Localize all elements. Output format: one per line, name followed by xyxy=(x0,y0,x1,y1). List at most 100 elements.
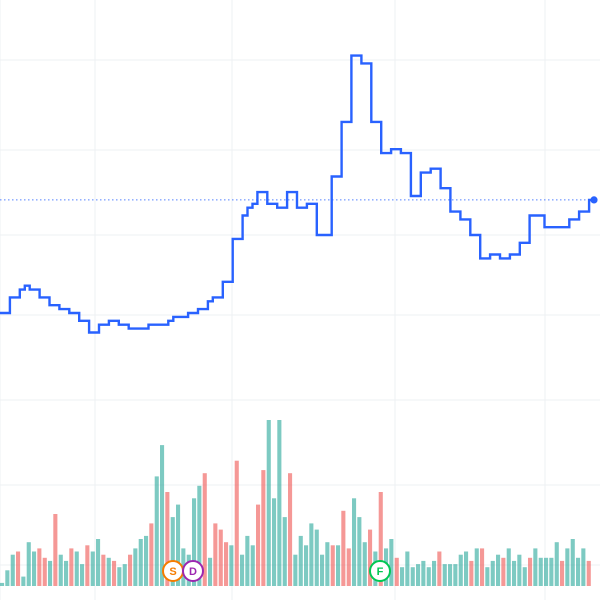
volume-bar xyxy=(224,542,229,586)
volume-bar xyxy=(549,557,554,586)
volume-bar xyxy=(218,529,223,586)
volume-bar xyxy=(421,560,426,586)
volume-bar xyxy=(245,535,250,586)
volume-bar xyxy=(10,554,15,586)
volume-layer xyxy=(0,420,591,586)
volume-bar xyxy=(21,576,26,586)
volume-bar xyxy=(357,517,362,586)
volume-bar xyxy=(58,554,63,586)
volume-bar xyxy=(528,557,533,586)
event-marker-label: F xyxy=(377,566,384,578)
volume-bar xyxy=(37,548,42,586)
volume-bar xyxy=(69,548,74,586)
volume-bar xyxy=(250,545,255,586)
event-marker-d: D xyxy=(182,560,204,582)
volume-bar xyxy=(192,498,197,586)
event-marker-s: S xyxy=(162,560,184,582)
volume-bar xyxy=(581,548,586,586)
volume-bar xyxy=(442,564,447,586)
volume-bar xyxy=(197,485,202,586)
volume-bar xyxy=(80,564,85,586)
volume-bar xyxy=(586,560,591,586)
volume-bar xyxy=(554,542,559,586)
volume-bar xyxy=(293,554,298,586)
volume-bar xyxy=(298,535,303,586)
volume-bar xyxy=(405,551,410,586)
volume-bar xyxy=(144,535,149,586)
volume-bar xyxy=(240,554,245,586)
volume-bar xyxy=(277,420,282,586)
volume-bar xyxy=(138,539,143,586)
volume-bar xyxy=(560,560,565,586)
volume-bar xyxy=(266,420,271,586)
volume-bar xyxy=(330,545,335,586)
volume-bar xyxy=(544,557,549,586)
volume-bar xyxy=(576,557,581,586)
volume-bar xyxy=(282,517,287,586)
volume-bar xyxy=(160,445,165,586)
volume-bar xyxy=(501,557,506,586)
volume-bar xyxy=(352,498,357,586)
volume-bar xyxy=(362,542,367,586)
volume-bar xyxy=(261,470,266,586)
volume-bar xyxy=(464,551,469,586)
volume-bar xyxy=(0,582,5,586)
volume-bar xyxy=(304,545,309,586)
last-price-dot xyxy=(590,196,598,204)
volume-bar xyxy=(448,564,453,586)
volume-bar xyxy=(208,557,213,586)
volume-bar xyxy=(64,560,69,586)
volume-bar xyxy=(90,551,95,586)
volume-bar xyxy=(128,554,133,586)
volume-bar xyxy=(512,560,517,586)
volume-bar xyxy=(272,498,277,586)
event-marker-label: D xyxy=(189,566,197,578)
volume-bar xyxy=(538,557,543,586)
volume-bar xyxy=(426,567,431,586)
volume-bar xyxy=(378,492,383,586)
volume-bar xyxy=(149,523,154,586)
volume-bar xyxy=(85,545,90,586)
volume-bar xyxy=(53,514,58,586)
volume-bar xyxy=(394,557,399,586)
volume-bar xyxy=(229,545,234,586)
volume-bar xyxy=(32,551,37,586)
volume-bar xyxy=(336,545,341,586)
volume-bar xyxy=(106,557,111,586)
volume-bar xyxy=(309,523,314,586)
volume-bar xyxy=(410,567,415,586)
event-marker-f: F xyxy=(369,560,391,582)
volume-bar xyxy=(74,551,79,586)
volume-bar xyxy=(480,548,485,586)
volume-bar xyxy=(432,560,437,586)
price-layer xyxy=(0,54,598,334)
volume-bar xyxy=(96,539,101,586)
volume-bar xyxy=(154,476,159,586)
volume-bar xyxy=(416,564,421,586)
volume-bar xyxy=(133,548,138,586)
event-marker-label: S xyxy=(169,566,176,578)
volume-bar xyxy=(170,517,175,586)
volume-bar xyxy=(288,473,293,586)
volume-bar xyxy=(234,460,239,586)
volume-bar xyxy=(256,504,261,586)
volume-bar xyxy=(112,560,117,586)
volume-bar xyxy=(314,529,319,586)
volume-bar xyxy=(490,560,495,586)
volume-bar xyxy=(122,564,127,586)
volume-bar xyxy=(485,567,490,586)
volume-bar xyxy=(565,548,570,586)
volume-bar xyxy=(570,539,575,586)
volume-bar xyxy=(26,542,31,586)
volume-bar xyxy=(165,492,170,586)
volume-bar xyxy=(400,567,405,586)
volume-bar xyxy=(368,529,373,586)
volume-bar xyxy=(506,548,511,586)
event-marker-circle xyxy=(182,560,204,582)
volume-bar xyxy=(389,539,394,586)
volume-bar xyxy=(533,548,538,586)
